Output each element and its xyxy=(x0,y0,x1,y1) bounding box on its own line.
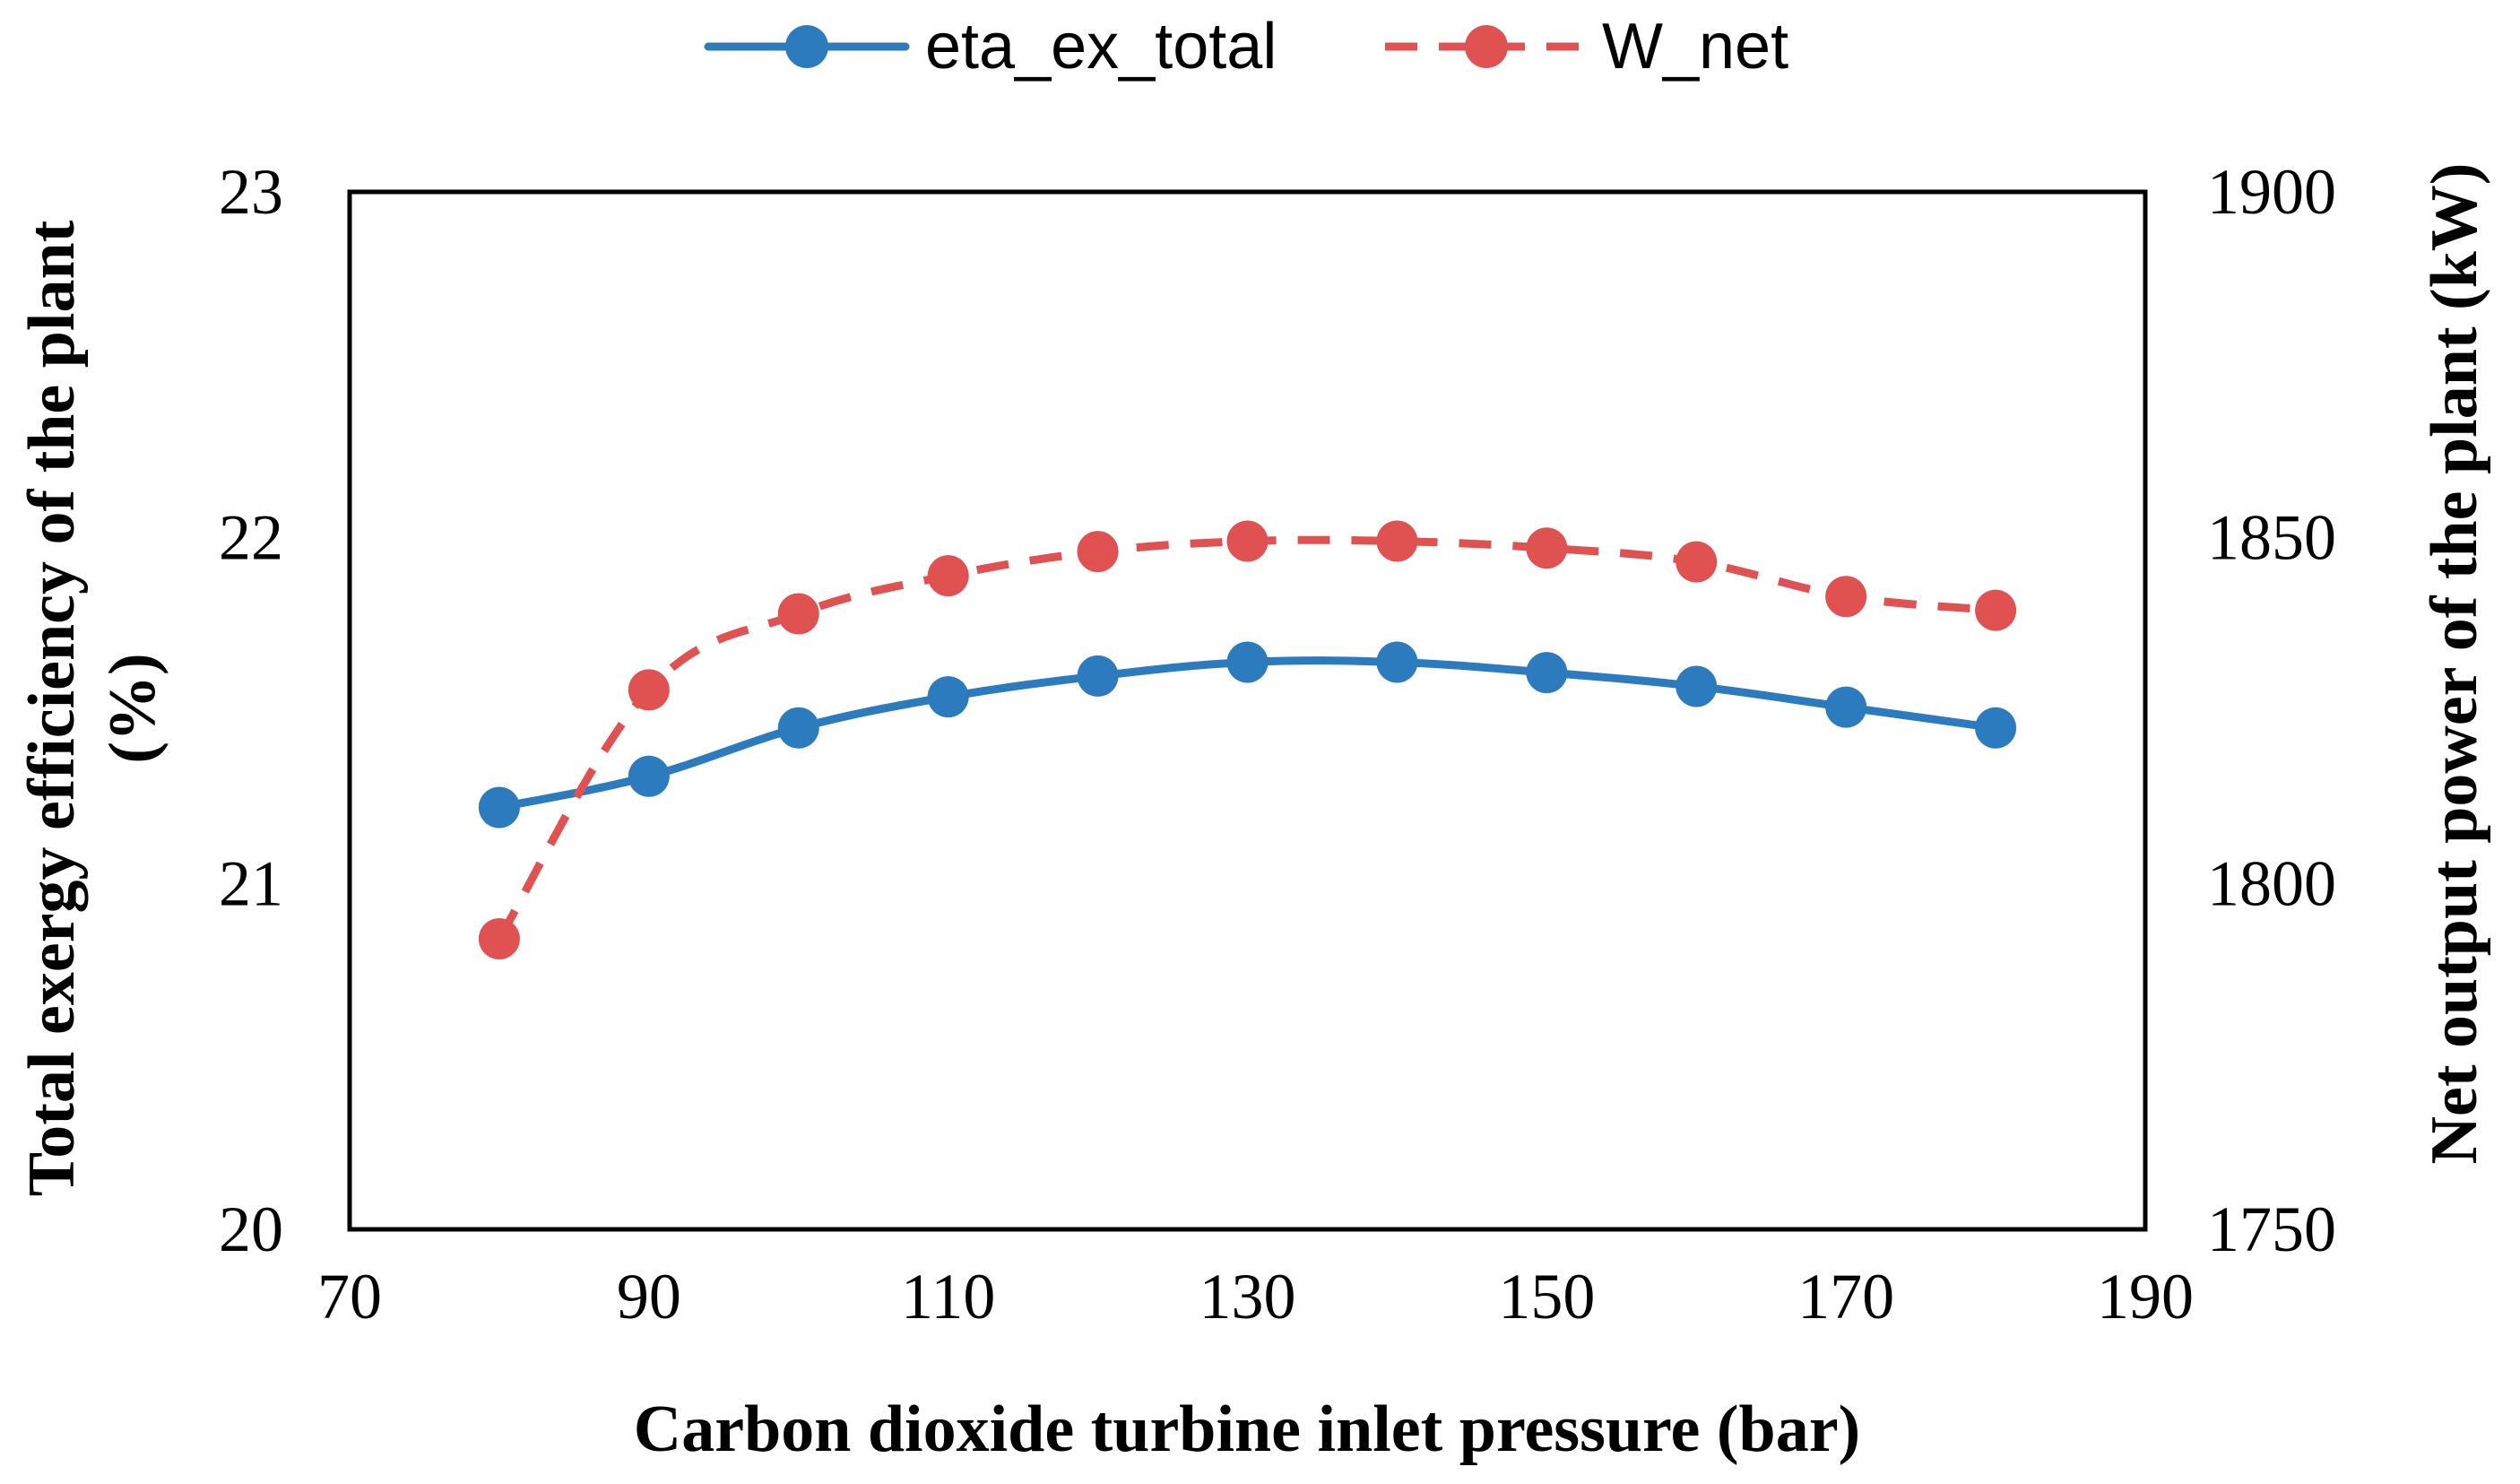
plot-area-frame xyxy=(347,189,2148,1232)
right-y-tick-label-1850: 1850 xyxy=(2207,502,2336,574)
x-axis-title: Carbon dioxide turbine inlet pressure (b… xyxy=(634,1393,1860,1466)
right-axis-title: Net output power of the plant (kW) xyxy=(2418,163,2491,1165)
series-w-net xyxy=(478,520,2017,960)
legend-label-w-net: W_net xyxy=(1602,11,1788,82)
data-point-eta-ex-total-80 xyxy=(478,786,520,829)
left-y-tick-label-22: 22 xyxy=(219,502,283,574)
series-layer xyxy=(478,520,2017,960)
left-axis-tick-labels: 20 21 22 23 xyxy=(219,156,283,1265)
x-tick-label-130: 130 xyxy=(1199,1261,1296,1332)
legend-label-eta-ex-total: eta_ex_total xyxy=(925,11,1277,82)
right-y-tick-label-1800: 1800 xyxy=(2207,847,2336,919)
left-axis-title-line-2: (%) xyxy=(96,653,169,763)
data-point-w-net-90 xyxy=(628,669,670,711)
data-point-eta-ex-total-170 xyxy=(1825,686,1867,728)
legend-entry-eta-ex-total: eta_ex_total xyxy=(704,11,1277,82)
data-point-eta-ex-total-160 xyxy=(1676,665,1718,707)
data-point-eta-ex-total-130 xyxy=(1226,641,1269,683)
data-point-eta-ex-total-110 xyxy=(927,676,969,718)
data-point-w-net-170 xyxy=(1825,576,1867,618)
data-point-eta-ex-total-120 xyxy=(1077,655,1119,697)
data-point-w-net-100 xyxy=(777,593,819,635)
x-tick-label-150: 150 xyxy=(1498,1261,1595,1332)
data-point-w-net-110 xyxy=(927,555,969,597)
data-point-eta-ex-total-100 xyxy=(777,707,819,749)
data-point-w-net-140 xyxy=(1376,520,1418,562)
data-point-eta-ex-total-90 xyxy=(628,755,670,797)
data-point-eta-ex-total-140 xyxy=(1376,641,1418,683)
data-point-w-net-160 xyxy=(1676,541,1718,583)
left-axis-title-line-1: Total exergy efficiency of the plant xyxy=(15,220,89,1196)
left-axis-title: Total exergy efficiency of the plant (%) xyxy=(15,220,169,1196)
right-y-tick-label-1750: 1750 xyxy=(2207,1193,2336,1265)
right-y-tick-label-1900: 1900 xyxy=(2207,156,2336,228)
data-point-w-net-180 xyxy=(1975,589,2017,631)
left-y-tick-label-21: 21 xyxy=(219,847,283,919)
series-eta-ex-total xyxy=(478,641,2017,829)
legend: eta_ex_total W_net xyxy=(704,11,1788,82)
data-point-w-net-80 xyxy=(478,918,520,960)
legend-entry-w-net: W_net xyxy=(1385,11,1788,82)
x-tick-label-190: 190 xyxy=(2097,1261,2194,1332)
x-tick-label-90: 90 xyxy=(617,1261,681,1332)
legend-marker-w-net xyxy=(1465,25,1508,68)
x-tick-label-110: 110 xyxy=(901,1261,995,1332)
left-y-tick-label-23: 23 xyxy=(219,156,283,228)
data-point-w-net-130 xyxy=(1226,520,1269,562)
series-line-w-net xyxy=(496,535,1996,942)
data-point-eta-ex-total-180 xyxy=(1975,707,2017,749)
x-tick-label-170: 170 xyxy=(1797,1261,1894,1332)
x-axis-tick-labels: 70 90 110 130 150 170 190 xyxy=(317,1261,2194,1332)
data-point-eta-ex-total-150 xyxy=(1526,652,1568,694)
right-axis-tick-labels: 1750 1800 1850 1900 xyxy=(2207,156,2336,1265)
left-y-tick-label-20: 20 xyxy=(219,1193,283,1265)
x-tick-label-70: 70 xyxy=(317,1261,382,1332)
data-point-w-net-150 xyxy=(1526,527,1568,569)
legend-marker-eta-ex-total xyxy=(785,25,828,68)
data-point-w-net-120 xyxy=(1077,531,1119,573)
